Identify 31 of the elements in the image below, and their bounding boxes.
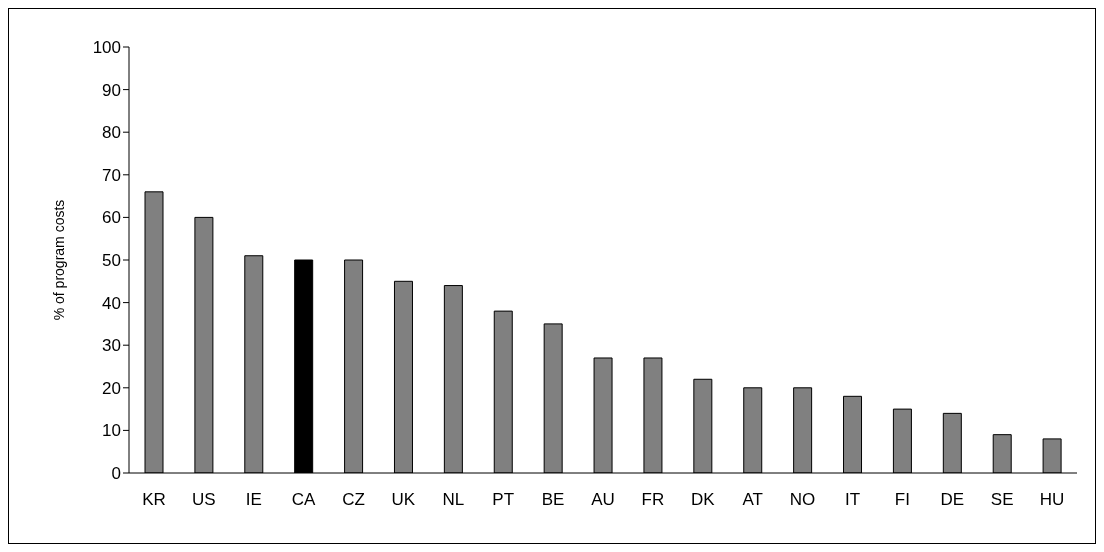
x-tick-label: BE: [541, 490, 565, 510]
x-tick-label: IE: [245, 490, 262, 510]
x-tick-label: FI: [894, 490, 910, 510]
x-tick-label: UK: [391, 490, 416, 510]
x-tick-label: AT: [742, 490, 763, 510]
y-tick-label: 100: [92, 38, 121, 58]
y-tick-label: 60: [102, 208, 121, 228]
x-tick-label: IT: [844, 490, 861, 510]
y-tick-label: 0: [111, 464, 121, 484]
x-tick-label: DK: [690, 490, 716, 510]
x-tick-label: AU: [591, 490, 615, 510]
y-tick-label: 20: [102, 378, 121, 398]
x-tick-label: FR: [641, 490, 665, 510]
x-tick-label: CA: [291, 490, 317, 510]
x-tick-label: PT: [492, 490, 515, 510]
y-axis-title: % of program costs: [50, 199, 67, 321]
x-tick-label: CZ: [342, 490, 365, 510]
x-tick-label: HU: [1039, 490, 1065, 510]
y-tick-label: 10: [102, 421, 121, 441]
y-tick-label: 90: [102, 80, 121, 100]
y-tick-label: 80: [102, 123, 121, 143]
x-tick-label: KR: [142, 490, 166, 510]
x-tick-label: NO: [789, 490, 816, 510]
y-tick-label: 70: [102, 165, 121, 185]
y-tick-label: 30: [102, 336, 121, 356]
x-tick-label: DE: [940, 490, 965, 510]
x-tick-label: NL: [442, 490, 465, 510]
y-tick-label: 40: [102, 293, 121, 313]
y-tick-label: 50: [102, 251, 121, 271]
x-tick-label: US: [192, 490, 216, 510]
x-tick-label: SE: [990, 490, 1014, 510]
